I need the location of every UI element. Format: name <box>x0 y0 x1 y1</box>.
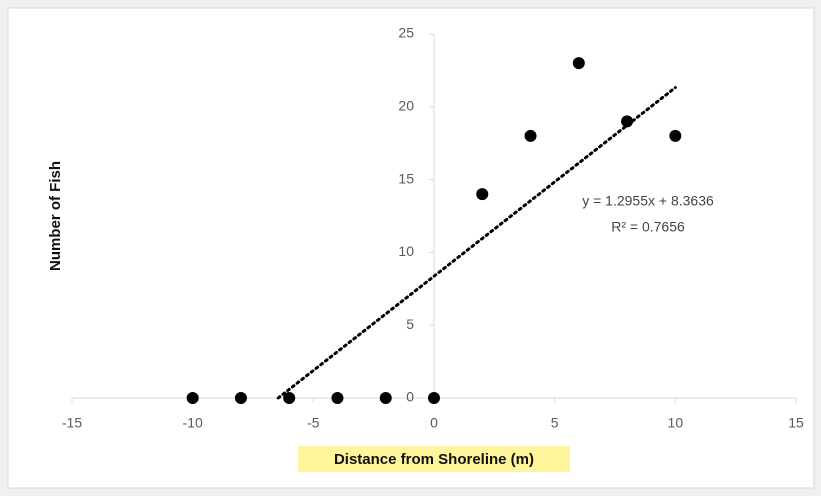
point <box>428 392 440 404</box>
point <box>283 392 296 404</box>
point <box>476 188 489 201</box>
y-tick-label: 20 <box>398 98 414 114</box>
chart-panel <box>7 7 815 489</box>
x-tick-label: -10 <box>183 415 203 431</box>
point <box>524 129 537 142</box>
point <box>669 129 682 142</box>
y-tick-label: 25 <box>398 25 414 41</box>
x-label-highlight <box>298 446 570 472</box>
x-tick-label: 10 <box>668 415 684 431</box>
y-tick-label: 15 <box>398 170 414 186</box>
x-axis-title: Distance from Shoreline (m) <box>334 451 534 468</box>
y-tick-label: 0 <box>406 389 414 405</box>
y-tick-label: 10 <box>398 243 414 259</box>
x-tick-label: 0 <box>430 415 438 431</box>
point <box>186 392 199 404</box>
x-tick-label: -5 <box>307 415 320 431</box>
y-axis-title: Number of Fish <box>47 161 64 271</box>
point <box>234 392 247 404</box>
x-tick-label: 15 <box>788 415 804 431</box>
point <box>572 57 585 70</box>
y-tick-label: 5 <box>406 316 414 332</box>
trendline-equation: y = 1.2955x + 8.3636 <box>582 193 714 209</box>
x-tick-label: -15 <box>62 415 82 431</box>
trendline-r-squared: R² = 0.7656 <box>611 219 685 235</box>
point <box>621 115 634 128</box>
trendline <box>276 86 677 400</box>
point <box>379 392 392 404</box>
x-tick-label: 5 <box>551 415 559 431</box>
point <box>331 392 344 404</box>
